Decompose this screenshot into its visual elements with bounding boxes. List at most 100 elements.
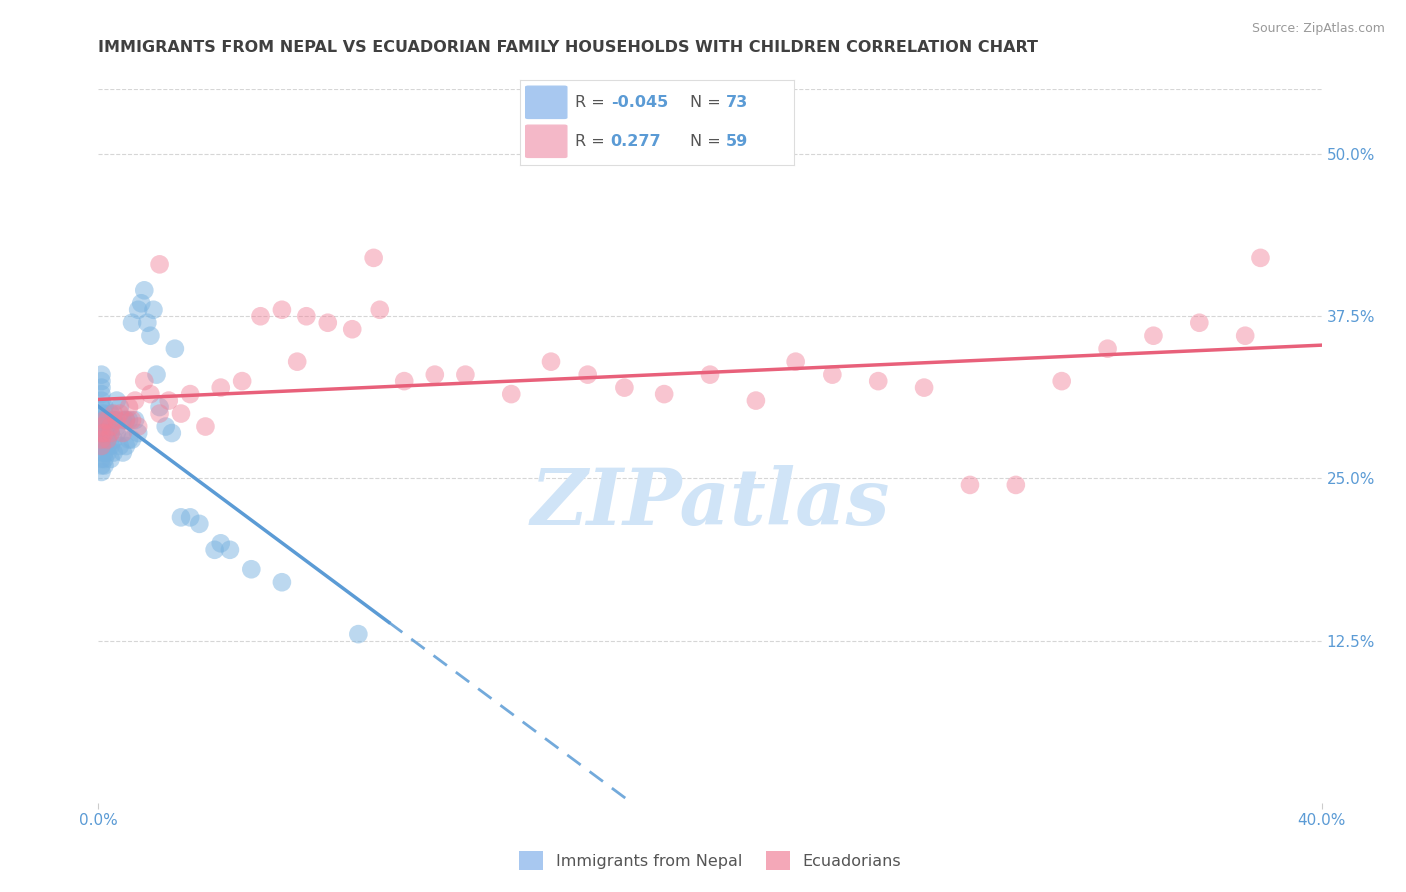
Text: 59: 59	[725, 134, 748, 149]
Text: Source: ZipAtlas.com: Source: ZipAtlas.com	[1251, 22, 1385, 36]
Point	[108, 400, 131, 414]
Point	[1142, 328, 1164, 343]
Point	[127, 425, 149, 440]
Point	[90, 419, 112, 434]
Point	[179, 510, 201, 524]
Point	[1004, 478, 1026, 492]
Point	[204, 542, 226, 557]
Legend: Immigrants from Nepal, Ecuadorians: Immigrants from Nepal, Ecuadorians	[512, 845, 908, 877]
Point	[97, 419, 120, 434]
Text: R =: R =	[575, 134, 614, 149]
Text: 0.277: 0.277	[610, 134, 661, 149]
Point	[115, 413, 138, 427]
Point	[209, 381, 232, 395]
Point	[145, 368, 167, 382]
Text: -0.045: -0.045	[610, 95, 668, 110]
Point	[90, 425, 112, 440]
Point	[103, 433, 125, 447]
Point	[97, 433, 120, 447]
Point	[90, 387, 112, 401]
Point	[613, 381, 636, 395]
Point	[93, 407, 115, 421]
Point	[93, 400, 115, 414]
Point	[93, 439, 115, 453]
Point	[285, 354, 308, 368]
Point	[97, 433, 120, 447]
Point	[121, 316, 143, 330]
Point	[170, 510, 193, 524]
Point	[90, 445, 112, 459]
Point	[93, 413, 115, 427]
Text: N =: N =	[690, 134, 725, 149]
Point	[97, 413, 120, 427]
Point	[103, 445, 125, 459]
Point	[100, 425, 122, 440]
Point	[90, 433, 112, 447]
Point	[454, 368, 477, 382]
FancyBboxPatch shape	[526, 87, 567, 119]
Point	[90, 368, 112, 382]
Text: N =: N =	[690, 95, 725, 110]
Point	[108, 407, 131, 421]
Point	[90, 400, 112, 414]
Point	[959, 478, 981, 492]
Point	[342, 322, 364, 336]
Point	[108, 439, 131, 453]
FancyBboxPatch shape	[526, 125, 567, 157]
Point	[134, 374, 156, 388]
Point	[103, 413, 125, 427]
Point	[103, 407, 125, 421]
Point	[249, 310, 271, 324]
Point	[90, 407, 112, 421]
Point	[868, 374, 890, 388]
Point	[127, 419, 149, 434]
Point	[93, 425, 115, 440]
Point	[139, 387, 162, 401]
Point	[576, 368, 599, 382]
Point	[118, 433, 141, 447]
Point	[105, 419, 128, 434]
Point	[785, 354, 807, 368]
Point	[100, 439, 122, 453]
Point	[97, 425, 120, 440]
Point	[316, 316, 339, 330]
Point	[90, 439, 112, 453]
Point	[90, 393, 112, 408]
Point	[188, 516, 211, 531]
Point	[90, 419, 112, 434]
Point	[124, 413, 146, 427]
Point	[1249, 251, 1271, 265]
Point	[912, 381, 935, 395]
Point	[155, 419, 177, 434]
Point	[115, 439, 138, 453]
Point	[160, 425, 183, 440]
Point	[90, 458, 112, 473]
Point	[105, 413, 128, 427]
Point	[93, 445, 115, 459]
Point	[194, 419, 217, 434]
Point	[170, 407, 193, 421]
Point	[90, 413, 112, 427]
Point	[97, 445, 120, 459]
Point	[149, 257, 172, 271]
Point	[423, 368, 446, 382]
Point	[163, 342, 186, 356]
Point	[142, 302, 165, 317]
Point	[100, 425, 122, 440]
Point	[149, 407, 172, 421]
Point	[90, 374, 112, 388]
Point	[124, 393, 146, 408]
Point	[93, 433, 115, 447]
Point	[100, 452, 122, 467]
Point	[209, 536, 232, 550]
Point	[139, 328, 162, 343]
Point	[136, 316, 159, 330]
Point	[1050, 374, 1073, 388]
Point	[127, 302, 149, 317]
Point	[219, 542, 242, 557]
Point	[745, 393, 768, 408]
Point	[501, 387, 523, 401]
Point	[90, 425, 112, 440]
Text: 73: 73	[725, 95, 748, 110]
Point	[111, 425, 134, 440]
